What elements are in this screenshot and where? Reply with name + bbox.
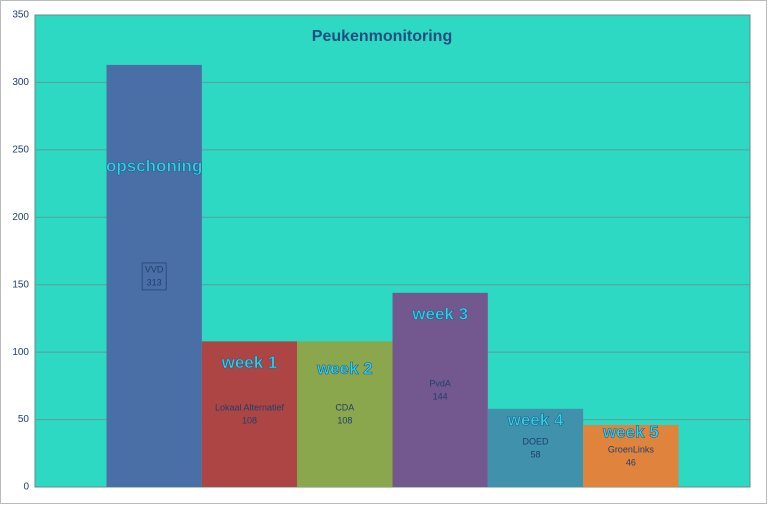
y-tick-label: 200 <box>12 212 29 223</box>
value-label: 108 <box>337 416 352 426</box>
bar <box>392 292 488 487</box>
y-tick-label: 350 <box>12 10 29 21</box>
value-label: 46 <box>626 457 636 467</box>
y-tick-label: 150 <box>12 279 29 290</box>
y-tick-label: 300 <box>12 77 29 88</box>
y-tick-label: 50 <box>18 414 30 425</box>
value-label: 58 <box>530 449 540 459</box>
y-tick-label: 100 <box>12 347 29 358</box>
value-label: 144 <box>433 391 448 401</box>
category-label: Lokaal Alternatief <box>215 403 285 413</box>
y-tick-label: 250 <box>12 144 29 155</box>
category-label: GroenLinks <box>608 444 655 454</box>
annotation: opschoning <box>106 156 202 175</box>
bar <box>297 341 393 487</box>
bar <box>583 424 679 487</box>
y-tick-label: 0 <box>23 482 29 493</box>
category-label: DOED <box>522 436 549 446</box>
category-label: CDA <box>335 403 354 413</box>
value-label: 313 <box>147 277 162 287</box>
chart-title: Peukenmonitoring <box>312 28 452 45</box>
annotation: week 5 <box>602 422 659 441</box>
annotation: week 2 <box>316 359 373 378</box>
annotation: week 4 <box>507 410 564 429</box>
bar <box>201 341 298 487</box>
annotation: week 3 <box>411 304 468 323</box>
bar <box>106 64 202 487</box>
value-label: 108 <box>242 416 257 426</box>
annotation: week 1 <box>221 353 278 372</box>
category-label: VVD <box>145 264 164 274</box>
category-label: PvdA <box>429 378 451 388</box>
label-box <box>141 262 167 291</box>
bar <box>487 408 584 487</box>
